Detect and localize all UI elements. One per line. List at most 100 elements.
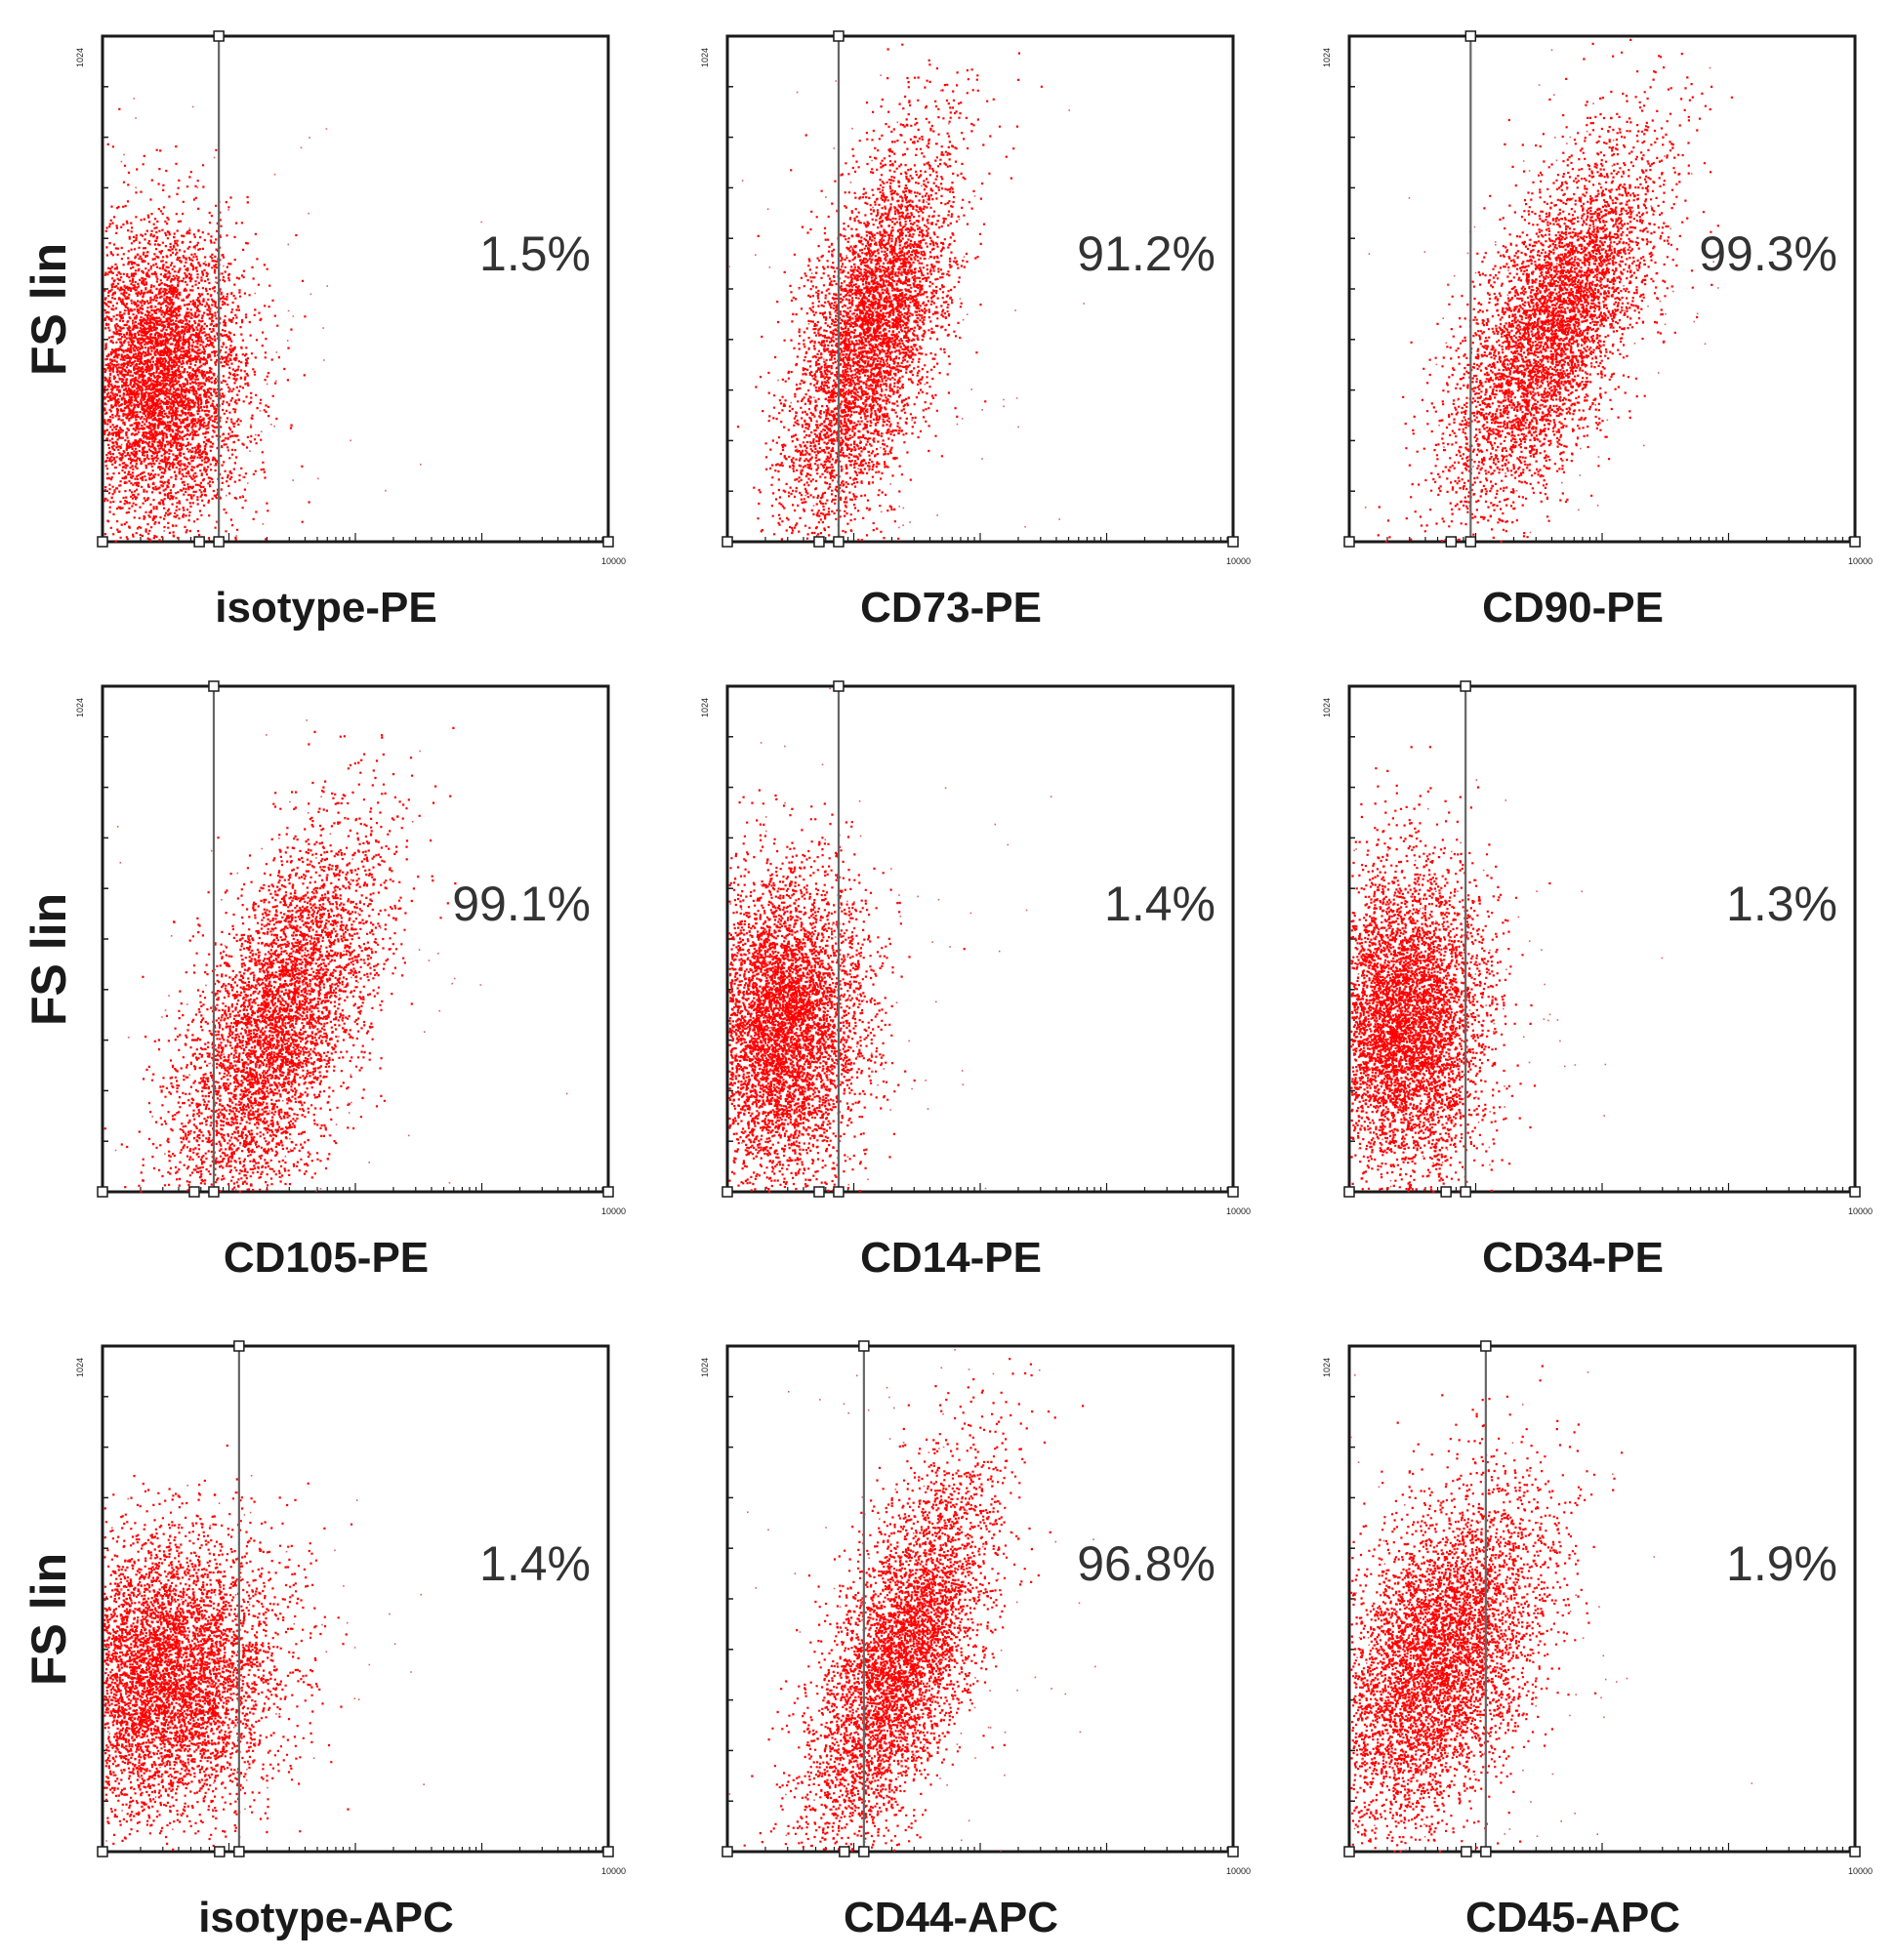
cell-events (103, 107, 310, 543)
plot-frame (101, 684, 610, 1194)
gate-handle (1480, 1340, 1492, 1352)
gate-handle (833, 30, 845, 42)
y-axis-max-label: 1024 (1322, 698, 1332, 717)
x-axis-title: CD34-PE (1482, 1234, 1664, 1282)
plot-frame (1347, 684, 1857, 1194)
gate-handle (97, 536, 108, 548)
y-axis-title: FS lin (21, 243, 76, 376)
y-axis-max-label: 1024 (700, 48, 710, 67)
gate-handle (602, 536, 614, 548)
gate-handle (833, 680, 845, 692)
x-axis-max-label: 10000 (1226, 1866, 1251, 1876)
y-axis-title: FS lin (21, 893, 76, 1026)
gate-handle (97, 1186, 108, 1198)
gate-handle (833, 1186, 845, 1198)
gate-handle (1464, 536, 1477, 548)
x-axis-max-label: 10000 (1226, 556, 1251, 566)
x-axis-title: CD105-PE (224, 1234, 429, 1282)
gate-handle (213, 536, 225, 548)
gate-handle (721, 1846, 733, 1858)
outlier-events (728, 74, 1085, 537)
gate-handle (1460, 680, 1471, 692)
x-axis-title: isotype-PE (215, 584, 436, 632)
dot-plot-9: 1024 10000 1.9% CD45-APC (1322, 1340, 1873, 1941)
gate-handle (1849, 1186, 1861, 1198)
dot-plot-7: 1024 10000 1.4% isotype-APC FS lin (21, 1340, 626, 1941)
x-axis-max-label: 10000 (1848, 1866, 1873, 1876)
gate-handle (1343, 1846, 1355, 1858)
gate-handle (721, 536, 733, 548)
gate-handle (858, 1846, 870, 1858)
gate-handle (214, 1846, 226, 1858)
cell-events (728, 789, 966, 1193)
y-axis-max-label: 1024 (700, 698, 710, 717)
x-axis-max-label: 10000 (1848, 556, 1873, 566)
positive-percent-label: 91.2% (1077, 226, 1216, 281)
positive-percent-label: 1.5% (479, 226, 591, 281)
positive-percent-label: 1.9% (1726, 1536, 1837, 1591)
x-axis-title: CD14-PE (860, 1234, 1042, 1282)
gate-handle (833, 536, 845, 548)
positive-percent-label: 1.4% (1104, 877, 1216, 931)
x-axis-max-label: 10000 (601, 1866, 626, 1876)
x-axis-title: CD73-PE (860, 584, 1042, 632)
gate-handle (213, 30, 225, 42)
positive-percent-label: 1.4% (479, 1536, 591, 1591)
gate-handle (1227, 536, 1239, 548)
dot-plot-6: 1024 10000 1.3% CD34-PE (1322, 680, 1873, 1282)
plot-frame (725, 684, 1235, 1194)
y-axis-max-label: 1024 (700, 1358, 710, 1377)
gate-handle (208, 1186, 220, 1198)
positive-percent-label: 99.1% (452, 877, 591, 931)
y-axis-max-label: 1024 (1322, 1358, 1332, 1377)
y-axis-max-label: 1024 (75, 698, 85, 717)
plot-frame (101, 34, 610, 544)
y-axis-max-label: 1024 (1322, 48, 1332, 67)
gate-handle (1445, 536, 1458, 548)
gate-handle (602, 1186, 614, 1198)
dot-plot-2: 1024 10000 91.2% CD73-PE (700, 30, 1251, 632)
cell-events (1350, 746, 1551, 1193)
plot-frame (725, 34, 1235, 544)
gate-handle (813, 1186, 825, 1198)
gate-handle (1227, 1186, 1239, 1198)
positive-percent-label: 99.3% (1699, 226, 1837, 281)
cell-events (103, 726, 457, 1193)
dot-plot-3: 1024 10000 99.3% CD90-PE (1322, 30, 1873, 632)
gate-handle (1343, 1186, 1355, 1198)
x-axis-title: CD44-APC (844, 1894, 1058, 1941)
gate-handle (1480, 1846, 1492, 1858)
y-axis-max-label: 1024 (75, 1358, 85, 1377)
gate-handle (602, 1846, 614, 1858)
gate-handle (208, 680, 220, 692)
dot-plot-5: 1024 10000 1.4% CD14-PE (700, 680, 1251, 1282)
gate-handle (839, 1846, 850, 1858)
gate-handle (1227, 1846, 1239, 1858)
gate-handle (1460, 1186, 1471, 1198)
positive-percent-label: 96.8% (1077, 1536, 1216, 1591)
dot-plot-1: 1024 10000 1.5% isotype-PE FS lin (21, 30, 626, 632)
dot-plot-8: 1024 10000 96.8% CD44-APC (700, 1340, 1251, 1941)
gate-handle (721, 1186, 733, 1198)
plot-frame (725, 1344, 1235, 1854)
x-axis-max-label: 10000 (601, 556, 626, 566)
gate-handle (813, 536, 825, 548)
x-axis-title: CD90-PE (1482, 584, 1664, 632)
x-axis-max-label: 10000 (601, 1206, 626, 1216)
y-axis-title: FS lin (21, 1553, 76, 1686)
x-axis-title: CD45-APC (1465, 1894, 1680, 1941)
gate-handle (1343, 536, 1355, 548)
gate-handle (193, 536, 205, 548)
gate-handle (1849, 1846, 1861, 1858)
gate-handle (188, 1186, 200, 1198)
x-axis-title: isotype-APC (198, 1894, 454, 1941)
positive-percent-label: 1.3% (1726, 877, 1837, 931)
gate-handle (1440, 1186, 1452, 1198)
gate-handle (233, 1846, 245, 1858)
gate-handle (1849, 536, 1861, 548)
gate-handle (858, 1340, 870, 1352)
dot-plot-4: 1024 10000 99.1% CD105-PE FS lin (21, 680, 626, 1282)
gate-handle (1461, 1846, 1472, 1858)
cell-events (743, 1358, 1085, 1853)
